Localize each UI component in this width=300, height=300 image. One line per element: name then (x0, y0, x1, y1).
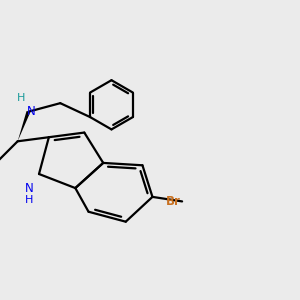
Text: N: N (27, 105, 36, 118)
Text: H: H (26, 195, 34, 205)
Text: Br: Br (166, 195, 181, 208)
Polygon shape (18, 111, 30, 141)
Text: N: N (25, 182, 34, 195)
Text: H: H (17, 93, 25, 103)
